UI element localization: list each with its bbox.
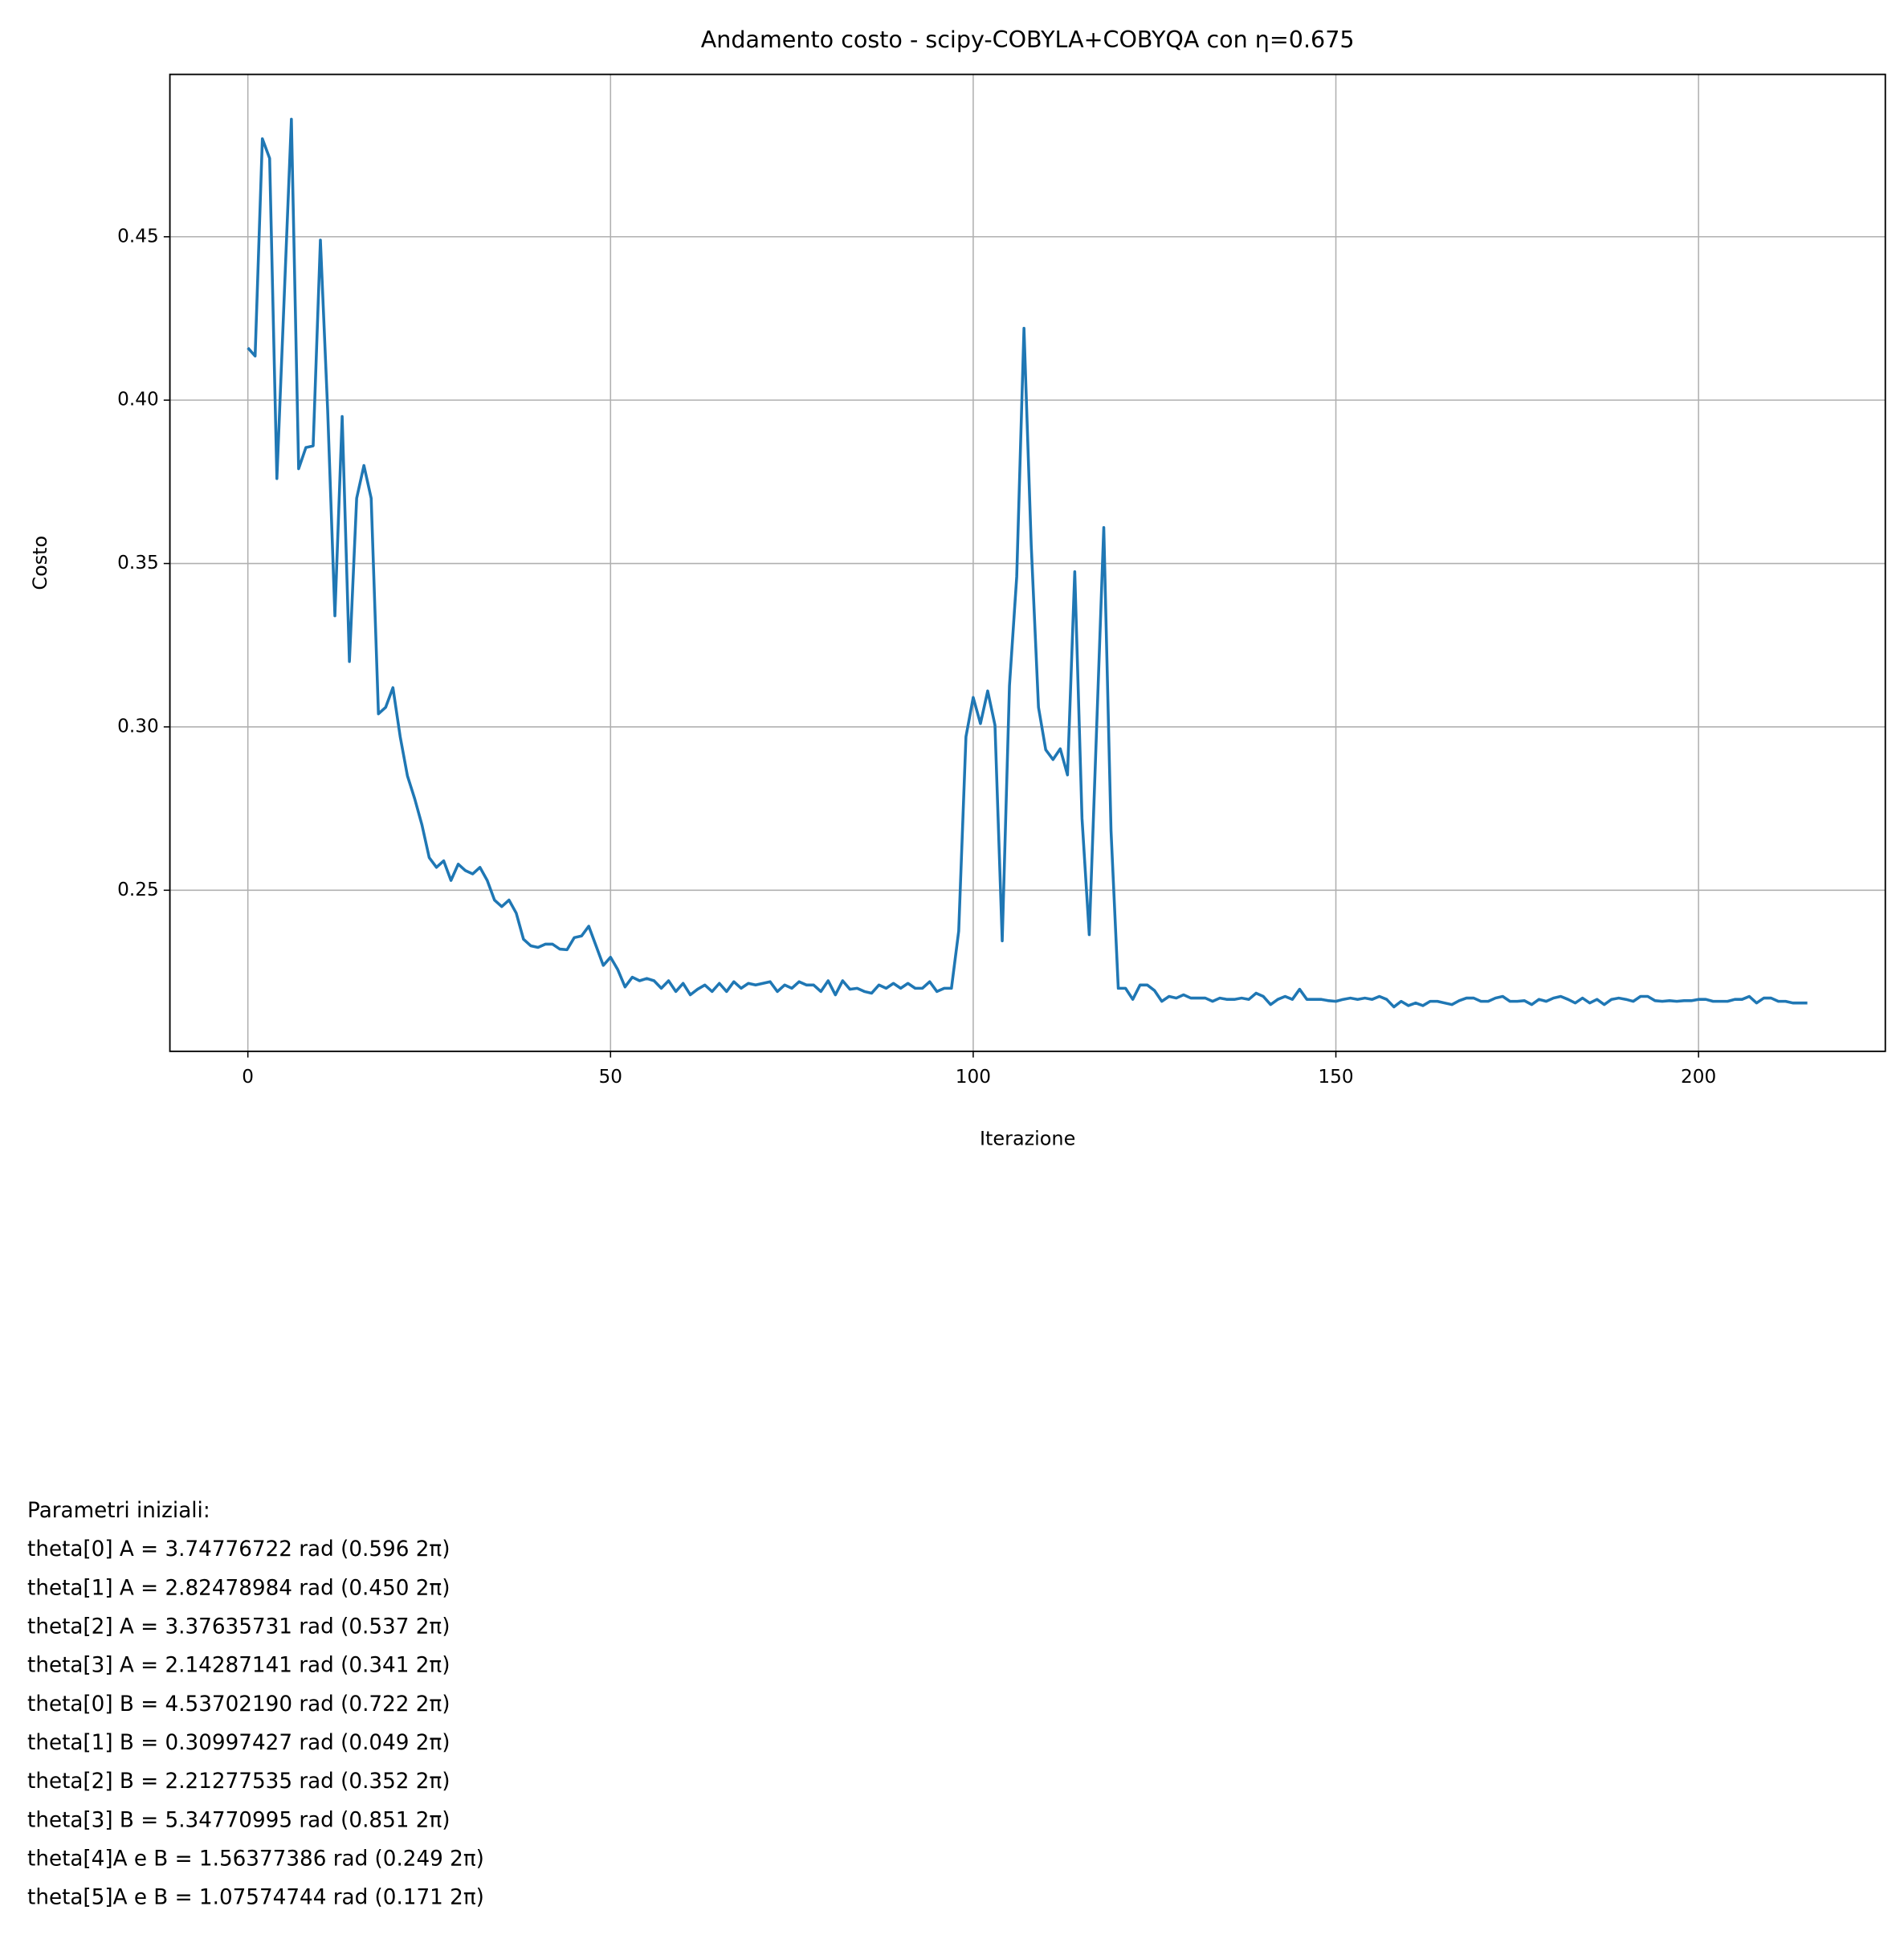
- x-axis-label: Iterazione: [980, 1127, 1075, 1149]
- y-tick-label: 0.30: [117, 716, 159, 737]
- x-tick-label: 200: [1681, 1067, 1716, 1088]
- annotation-line: theta[2] B = 2.21277535 rad (0.352 2π): [27, 1770, 450, 1794]
- y-tick-label: 0.45: [117, 226, 159, 247]
- plot-frame: [169, 73, 1886, 1052]
- line-series: [247, 117, 1808, 1009]
- x-tick-label: 50: [599, 1067, 622, 1088]
- annotation-line: theta[0] B = 4.53702190 rad (0.722 2π): [27, 1692, 450, 1717]
- plot-area: 0.25 0.30 0.35 0.40 0.45 0 50 100 150 200: [117, 73, 1886, 1088]
- annotation-line: theta[4]A e B = 1.56377386 rad (0.249 2π…: [27, 1847, 484, 1871]
- x-tick-label: 0: [242, 1067, 254, 1088]
- annotation-line: theta[1] B = 0.30997427 rad (0.049 2π): [27, 1731, 450, 1755]
- annotation-line: Parametri iniziali:: [27, 1499, 210, 1523]
- y-tick-label: 0.35: [117, 553, 159, 574]
- y-axis-label: Costo: [29, 536, 51, 590]
- chart-title: Andamento costo - scipy-COBYLA+COBYQA co…: [701, 26, 1355, 53]
- annotation-line: theta[3] B = 5.34770995 rad (0.851 2π): [27, 1808, 450, 1832]
- annotation-line: theta[2] A = 3.37635731 rad (0.537 2π): [27, 1614, 450, 1639]
- x-tick-label: 100: [956, 1067, 991, 1088]
- annotation-line: theta[5]A e B = 1.07574744 rad (0.171 2π…: [27, 1886, 484, 1910]
- y-tick-label: 0.40: [117, 390, 159, 410]
- y-tick-label: 0.25: [117, 880, 159, 900]
- annotation: Parametri iniziali: theta[0] A = 3.747767…: [27, 1499, 484, 1910]
- annotation-line: theta[0] A = 3.74776722 rad (0.596 2π): [27, 1537, 450, 1561]
- x-tick-label: 150: [1318, 1067, 1353, 1088]
- annotation-line: theta[1] A = 2.82478984 rad (0.450 2π): [27, 1576, 450, 1600]
- annotation-line: theta[3] A = 2.14287141 rad (0.341 2π): [27, 1654, 450, 1678]
